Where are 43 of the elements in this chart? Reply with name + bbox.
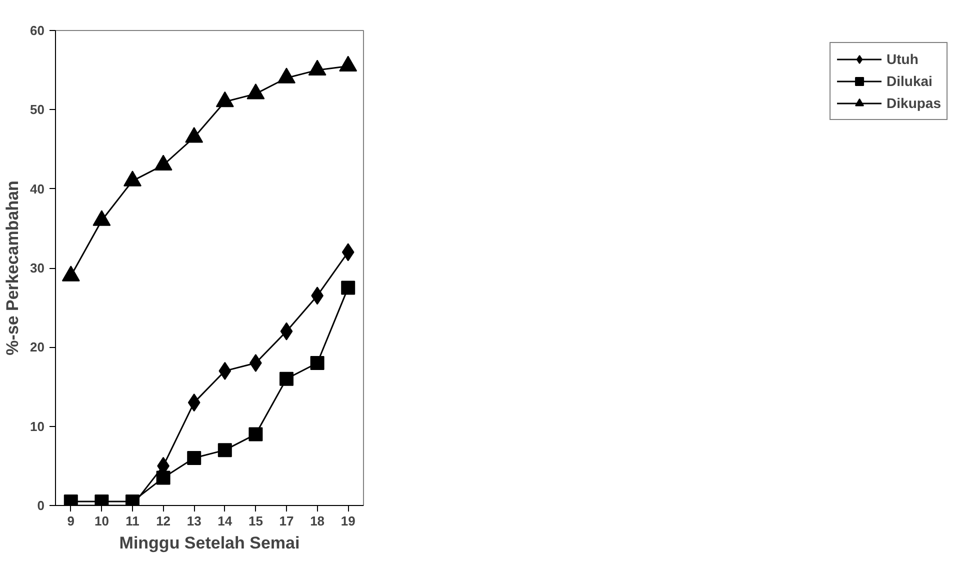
point: [187, 451, 202, 465]
x-tick-label: 12: [156, 514, 171, 528]
point: [342, 243, 354, 262]
point: [154, 154, 172, 170]
legend-label: Utuh: [886, 51, 918, 67]
x-tick-label: 11: [126, 514, 140, 528]
point: [188, 394, 200, 412]
legend-label: Dikupas: [886, 95, 941, 111]
point: [216, 91, 234, 108]
y-tick-label: 10: [30, 418, 45, 434]
point: [280, 322, 293, 340]
point: [218, 443, 232, 458]
y-tick-label: 20: [30, 340, 45, 355]
x-tick-label: 15: [248, 514, 263, 528]
point: [339, 56, 358, 72]
point: [156, 470, 170, 485]
point: [246, 84, 265, 100]
point: [278, 68, 296, 84]
point: [124, 170, 142, 186]
y-tick-label: 40: [30, 181, 45, 196]
x-tick-label: 18: [310, 514, 325, 528]
x-tick-label: 17: [279, 514, 294, 528]
point: [248, 427, 263, 442]
x-tick-label: 10: [94, 514, 109, 528]
point: [341, 280, 356, 295]
y-tick-label: 60: [30, 23, 45, 38]
point: [185, 127, 204, 143]
legend-label: Dilukai: [886, 73, 932, 89]
x-tick-label: 19: [340, 514, 356, 528]
y-tick-label: 30: [30, 260, 45, 276]
y-axis-title: %-se Perkecambahan: [3, 180, 22, 356]
x-tick-label: 9: [67, 514, 75, 528]
point: [62, 266, 80, 282]
x-tick-label: 14: [218, 514, 233, 528]
point: [308, 60, 326, 76]
y-tick-label: 50: [30, 102, 45, 118]
x-tick-label: 13: [186, 514, 202, 528]
point: [310, 356, 324, 370]
point: [280, 372, 294, 386]
point: [218, 362, 232, 380]
y-tick-label: 0: [37, 498, 45, 513]
x-axis-title: Minggu Setelah Semai: [119, 534, 300, 552]
point: [92, 210, 111, 226]
